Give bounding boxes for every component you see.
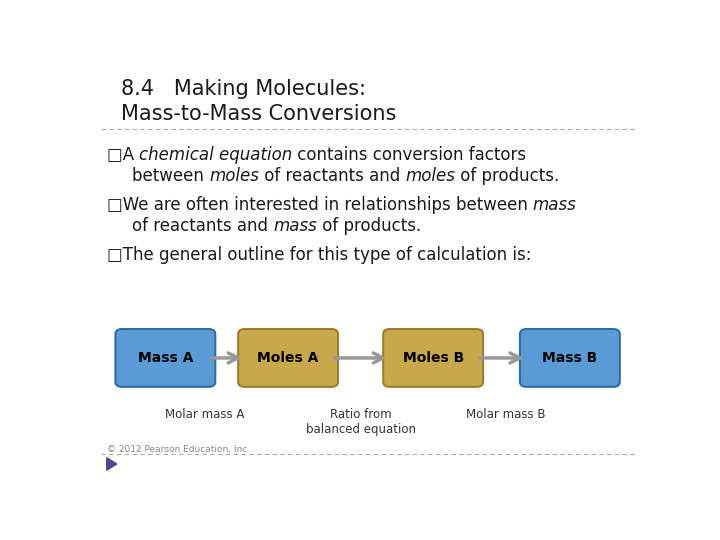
Text: □We are often interested in relationships between: □We are often interested in relationship… — [107, 196, 533, 214]
Text: of products.: of products. — [317, 217, 421, 234]
Text: □A: □A — [107, 146, 139, 164]
Text: Moles B: Moles B — [402, 351, 464, 365]
Text: chemical equation: chemical equation — [139, 146, 292, 164]
FancyBboxPatch shape — [520, 329, 620, 387]
Polygon shape — [107, 458, 117, 470]
Text: Ratio from
balanced equation: Ratio from balanced equation — [305, 408, 415, 436]
Text: of products.: of products. — [455, 167, 559, 185]
Text: Moles A: Moles A — [258, 351, 319, 365]
Text: 8.4   Making Molecules:: 8.4 Making Molecules: — [121, 79, 366, 99]
Text: moles: moles — [405, 167, 455, 185]
Text: Molar mass A: Molar mass A — [165, 408, 244, 421]
Text: mass: mass — [273, 217, 317, 234]
Text: Molar mass B: Molar mass B — [466, 408, 546, 421]
Text: of reactants and: of reactants and — [259, 167, 405, 185]
Text: Mass-to-Mass Conversions: Mass-to-Mass Conversions — [121, 104, 396, 124]
Text: © 2012 Pearson Education, Inc.: © 2012 Pearson Education, Inc. — [107, 446, 250, 454]
Text: moles: moles — [209, 167, 259, 185]
Text: Mass A: Mass A — [138, 351, 193, 365]
Text: mass: mass — [533, 196, 577, 214]
Text: □The general outline for this type of calculation is:: □The general outline for this type of ca… — [107, 246, 531, 264]
FancyBboxPatch shape — [115, 329, 215, 387]
Text: of reactants and: of reactants and — [132, 217, 273, 234]
Text: between: between — [132, 167, 209, 185]
Text: Mass B: Mass B — [542, 351, 598, 365]
FancyBboxPatch shape — [238, 329, 338, 387]
FancyBboxPatch shape — [383, 329, 483, 387]
Text: contains conversion factors: contains conversion factors — [292, 146, 526, 164]
